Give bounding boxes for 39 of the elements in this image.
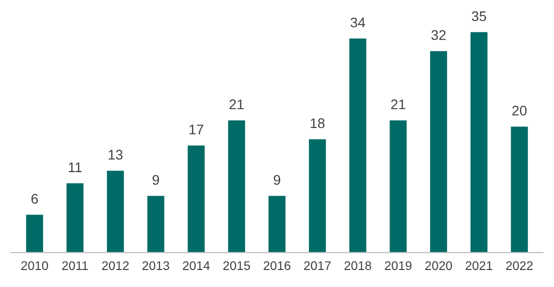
x-tick-label: 2013 [142, 261, 170, 270]
data-label: 9 [152, 174, 160, 185]
data-label: 32 [431, 30, 446, 40]
x-tick-label: 2020 [425, 261, 452, 270]
data-label: 34 [350, 18, 366, 28]
bar [147, 196, 164, 253]
x-tick-label: 2011 [62, 261, 88, 270]
x-tick-label: 2019 [384, 261, 412, 270]
x-tick-label: 2012 [102, 261, 129, 270]
data-label: 21 [391, 99, 406, 110]
bar [430, 51, 448, 253]
bar [268, 196, 286, 253]
data-label: 6 [31, 194, 38, 204]
x-tick-label: 2016 [264, 261, 290, 270]
bar [470, 32, 488, 253]
data-label: 18 [310, 118, 325, 128]
bar [66, 183, 84, 253]
x-tick-label: 2021 [466, 261, 492, 270]
x-tick-label: 2015 [223, 261, 250, 270]
x-tick-label: 2018 [344, 261, 372, 270]
data-label: 21 [230, 99, 244, 110]
bar [106, 170, 124, 253]
x-tick-label: 2010 [21, 261, 48, 270]
bar [349, 38, 366, 253]
x-tick-label: 2022 [506, 261, 533, 270]
x-tick-label: 2014 [182, 261, 210, 270]
bar [228, 120, 246, 253]
data-label: 35 [472, 11, 486, 22]
data-label: 11 [68, 162, 82, 172]
data-label: 17 [190, 124, 204, 134]
data-label: 20 [512, 106, 527, 116]
bar [188, 146, 205, 253]
bar [26, 214, 44, 253]
data-label: 9 [274, 174, 280, 185]
data-label: 13 [108, 150, 123, 160]
bar [390, 120, 407, 253]
bar [308, 139, 326, 253]
x-tick-label: 2017 [304, 261, 331, 270]
bar [510, 126, 528, 253]
